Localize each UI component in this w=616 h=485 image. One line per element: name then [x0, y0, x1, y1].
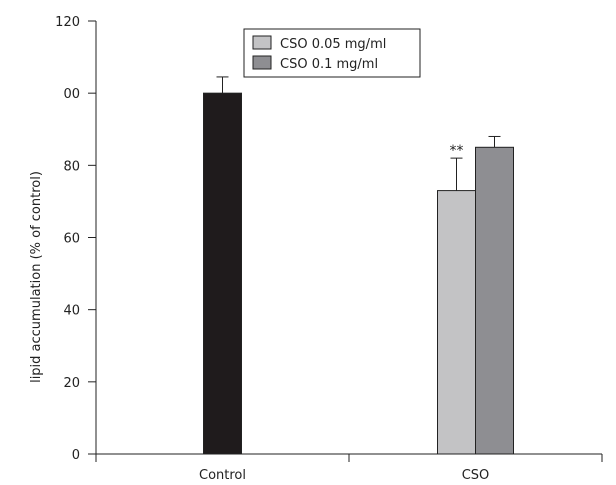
y-tick-label: 00 — [63, 87, 80, 102]
y-tick-label: 0 — [72, 448, 80, 463]
bar-cso-0-05-mg-ml — [437, 190, 476, 455]
x-tick-label: CSO — [462, 468, 490, 483]
legend-box — [243, 28, 421, 78]
y-tick-label: 120 — [55, 15, 80, 30]
significance-annotation: ** — [450, 143, 464, 159]
legend-swatch — [252, 55, 272, 70]
y-tick-label: 40 — [63, 304, 80, 319]
legend-label: CSO 0.1 mg/ml — [280, 57, 378, 72]
y-axis-ticks: 0 20 40 60 80 00 120 — [55, 15, 96, 463]
legend-swatch — [252, 35, 272, 50]
annotations: ** — [450, 143, 464, 159]
x-tick-label: Control — [199, 468, 246, 483]
y-tick-label: 60 — [63, 232, 80, 247]
y-axis-title: lipid accumulation (% of control) — [29, 171, 44, 383]
bar-cso-0-1-mg-ml — [475, 146, 514, 455]
x-axis-ticks: Control CSO — [95, 454, 603, 483]
y-tick-label: 20 — [63, 376, 80, 391]
bars — [203, 76, 514, 455]
axes — [95, 21, 602, 455]
legend-label: CSO 0.05 mg/ml — [280, 37, 386, 52]
legend: CSO 0.05 mg/ml CSO 0.1 mg/ml — [243, 28, 421, 78]
bar-control — [203, 92, 242, 455]
y-tick-label: 80 — [63, 159, 80, 174]
